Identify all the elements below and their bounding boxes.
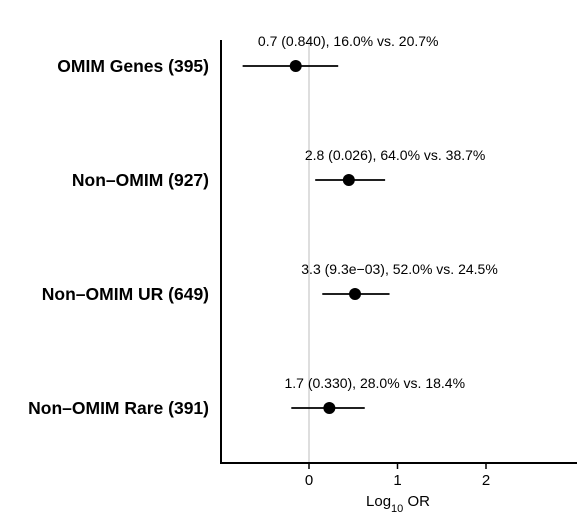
row-annotation: 0.7 (0.840), 16.0% vs. 20.7% bbox=[258, 33, 439, 49]
estimate-point bbox=[342, 174, 355, 186]
x-tick-label: 1 bbox=[393, 472, 401, 489]
x-axis-title-subscript: 10 bbox=[391, 503, 403, 514]
forest-row: OMIM Genes (395) 0.7 (0.840), 16.0% vs. 2… bbox=[57, 33, 438, 76]
x-tick-label: 0 bbox=[305, 472, 313, 489]
estimate-point bbox=[349, 288, 362, 300]
row-annotation: 3.3 (9.3e−03), 52.0% vs. 24.5% bbox=[301, 261, 498, 277]
forest-row: Non–OMIM (927) 2.8 (0.026), 64.0% vs. 38.… bbox=[72, 147, 486, 190]
x-axis-title-main: Log bbox=[366, 493, 391, 510]
plot-rows: OMIM Genes (395) 0.7 (0.840), 16.0% vs. 2… bbox=[28, 33, 498, 418]
x-axis-title: Log10 OR bbox=[366, 493, 430, 514]
forest-row: Non–OMIM Rare (391) 1.7 (0.330), 28.0% vs… bbox=[28, 375, 465, 418]
estimate-point bbox=[323, 402, 336, 414]
row-annotation: 2.8 (0.026), 64.0% vs. 38.7% bbox=[305, 147, 486, 163]
x-axis-ticks: 0 1 2 bbox=[305, 463, 490, 489]
row-label: Non–OMIM Rare (391) bbox=[28, 398, 209, 418]
estimate-point bbox=[289, 60, 302, 72]
row-label: Non–OMIM UR (649) bbox=[42, 284, 209, 304]
row-label: OMIM Genes (395) bbox=[57, 56, 209, 76]
x-tick-label: 2 bbox=[482, 472, 490, 489]
forest-row: Non–OMIM UR (649) 3.3 (9.3e−03), 52.0% vs… bbox=[42, 261, 498, 304]
row-label: Non–OMIM (927) bbox=[72, 170, 209, 190]
row-annotation: 1.7 (0.330), 28.0% vs. 18.4% bbox=[284, 375, 465, 391]
x-axis-title-suffix: OR bbox=[403, 493, 430, 510]
